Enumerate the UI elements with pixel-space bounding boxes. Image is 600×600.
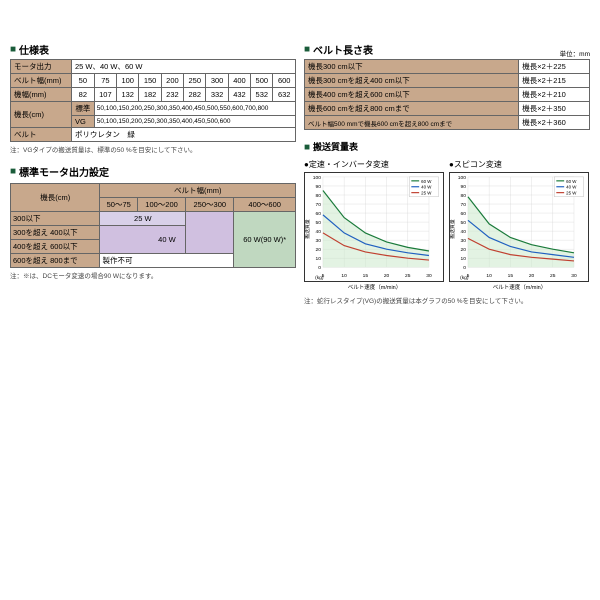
svg-text:30: 30 <box>461 238 467 244</box>
svg-text:40 W: 40 W <box>566 185 577 190</box>
svg-text:(kg): (kg) <box>315 275 324 281</box>
motor-table: 機長(cm)ベルト幅(mm) 50〜75100〜200250〜300400〜60… <box>10 183 296 268</box>
svg-text:0: 0 <box>463 265 466 271</box>
svg-text:10: 10 <box>316 256 322 262</box>
svg-text:25: 25 <box>405 273 411 279</box>
svg-text:90: 90 <box>316 184 322 190</box>
belt-title: ■ベルト長さ表 <box>304 40 373 59</box>
svg-text:10: 10 <box>461 256 467 262</box>
charts: ●定速・インバータ変速 0102030405060708090100510152… <box>304 159 590 291</box>
svg-text:20: 20 <box>529 273 535 279</box>
svg-text:30: 30 <box>571 273 577 279</box>
svg-text:70: 70 <box>461 202 467 208</box>
spec-table: モータ出力25 W、40 W、60 W ベルト幅(mm) 50751001502… <box>10 59 296 142</box>
svg-text:40: 40 <box>316 229 322 235</box>
svg-text:60: 60 <box>316 211 322 217</box>
svg-text:15: 15 <box>508 273 514 279</box>
svg-text:10: 10 <box>486 273 492 279</box>
svg-text:100: 100 <box>313 175 321 181</box>
svg-text:100: 100 <box>458 175 466 181</box>
spec-note: 注：VGタイプの搬送質量は、標準の50 %を目安にして下さい。 <box>10 144 296 154</box>
svg-text:60 W: 60 W <box>566 179 577 184</box>
svg-text:80: 80 <box>316 193 322 199</box>
svg-text:25: 25 <box>550 273 556 279</box>
svg-text:90: 90 <box>461 184 467 190</box>
svg-text:20: 20 <box>384 273 390 279</box>
svg-text:(kg): (kg) <box>460 275 469 281</box>
svg-text:15: 15 <box>363 273 369 279</box>
svg-text:60 W: 60 W <box>421 179 432 184</box>
motor-title: ■標準モータ出力設定 <box>10 162 296 181</box>
svg-text:80: 80 <box>461 193 467 199</box>
svg-text:40: 40 <box>461 229 467 235</box>
spec-title: ■仕様表 <box>10 40 296 59</box>
svg-text:60: 60 <box>461 211 467 217</box>
svg-text:50: 50 <box>461 220 467 226</box>
svg-text:30: 30 <box>426 273 432 279</box>
svg-text:25 W: 25 W <box>421 191 432 196</box>
svg-text:搬送質量: 搬送質量 <box>450 219 456 239</box>
svg-text:20: 20 <box>461 247 467 253</box>
motor-note: 注：※は、DCモータ変速の場合90 Wになります。 <box>10 270 296 280</box>
svg-text:40 W: 40 W <box>421 185 432 190</box>
svg-text:30: 30 <box>316 238 322 244</box>
chart-1: 010203040506070809010051015202530搬送質量(kg… <box>304 172 444 282</box>
capacity-title: ■搬送質量表 <box>304 140 590 153</box>
svg-text:25 W: 25 W <box>566 191 577 196</box>
belt-table: 機長300 cm以下機長×2＋225 機長300 cmを超え400 cm以下機長… <box>304 59 590 130</box>
svg-text:70: 70 <box>316 202 322 208</box>
svg-text:10: 10 <box>341 273 347 279</box>
svg-text:搬送質量: 搬送質量 <box>305 219 311 239</box>
svg-text:50: 50 <box>316 220 322 226</box>
svg-text:20: 20 <box>316 247 322 253</box>
chart-2: 010203040506070809010051015202530搬送質量(kg… <box>449 172 589 282</box>
svg-text:0: 0 <box>318 265 321 271</box>
